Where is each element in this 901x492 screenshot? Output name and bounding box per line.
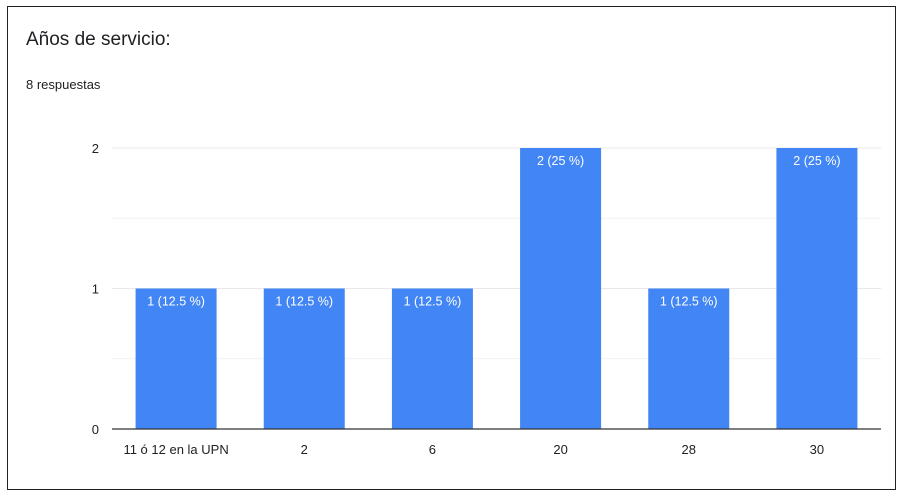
- bar-data-label: 2 (25 %): [537, 154, 584, 168]
- y-tick-label: 1: [92, 282, 99, 297]
- x-tick-label: 30: [810, 442, 824, 457]
- bar: [776, 148, 858, 429]
- y-tick-label: 0: [92, 422, 99, 437]
- bar-data-label: 1 (12.5 %): [275, 295, 333, 309]
- bar-data-label: 2 (25 %): [793, 154, 840, 168]
- x-tick-label: 20: [553, 442, 567, 457]
- x-tick-label: 11 ó 12 en la UPN: [123, 442, 228, 457]
- bar: [135, 288, 217, 429]
- bar: [263, 288, 345, 429]
- y-tick-label: 2: [92, 141, 99, 156]
- bar: [520, 148, 602, 429]
- bar-data-label: 1 (12.5 %): [404, 295, 462, 309]
- question-title: Años de servicio:: [26, 29, 171, 50]
- x-tick-label: 28: [682, 442, 696, 457]
- bar: [648, 288, 730, 429]
- bar: [391, 288, 473, 429]
- bar-data-label: 1 (12.5 %): [660, 295, 718, 309]
- response-count: 8 respuestas: [26, 77, 101, 92]
- x-tick-label: 6: [429, 442, 436, 457]
- bar-data-label: 1 (12.5 %): [147, 295, 205, 309]
- x-tick-label: 2: [301, 442, 308, 457]
